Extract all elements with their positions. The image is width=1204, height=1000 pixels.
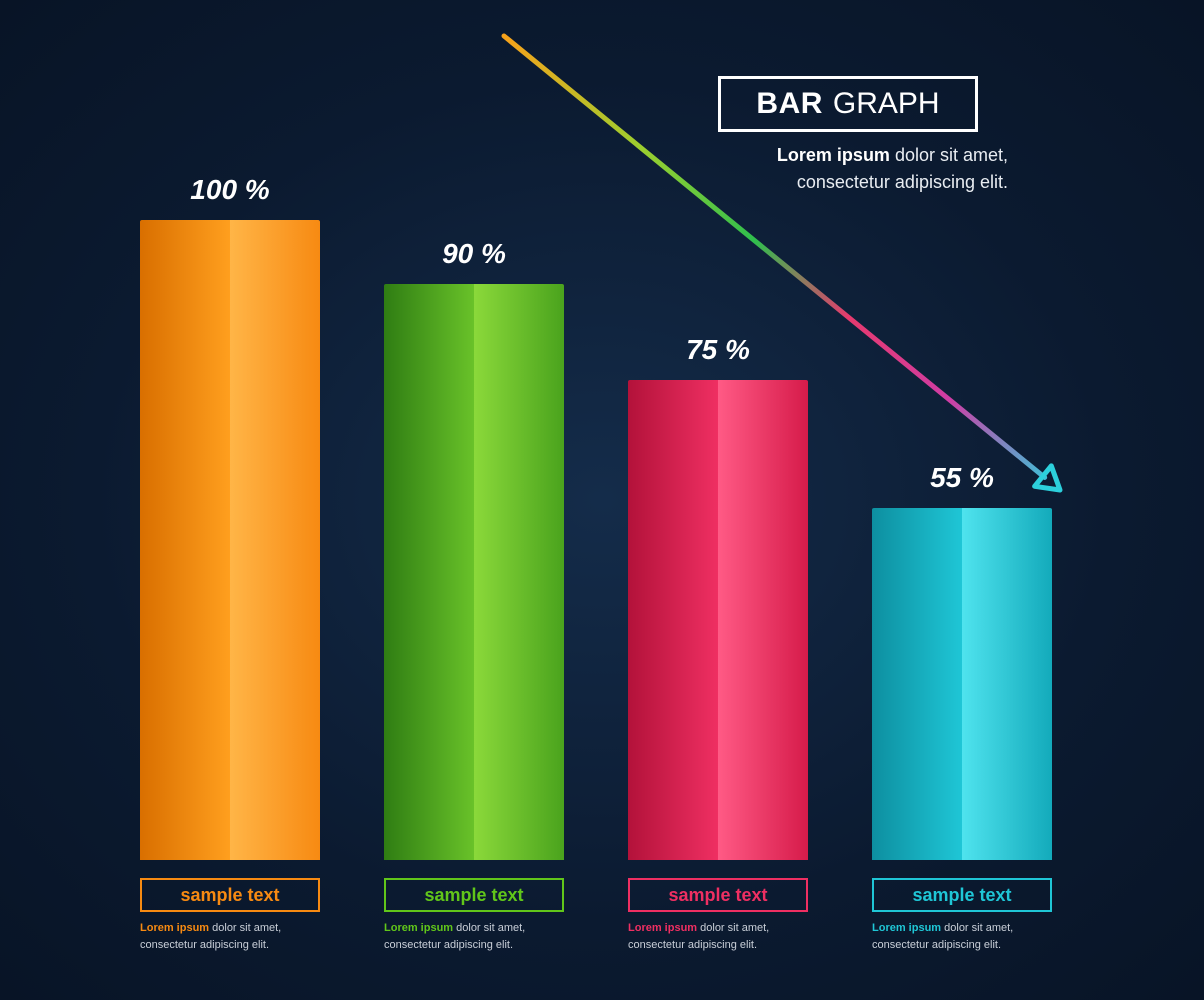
legend-label-box: sample text — [384, 878, 564, 912]
title-light: GRAPH — [833, 87, 940, 121]
bar-right-face — [718, 380, 808, 860]
legend-row: sample text Lorem ipsum dolor sit amet, c… — [140, 878, 1080, 953]
legend-label-box: sample text — [872, 878, 1052, 912]
legend-col-1: sample text Lorem ipsum dolor sit amet, c… — [384, 878, 564, 953]
bar — [628, 380, 808, 860]
bar-chart: 100 % 90 % 75 % 55 % — [140, 170, 1080, 860]
legend-col-3: sample text Lorem ipsum dolor sit amet, c… — [872, 878, 1052, 953]
bar-left-face — [872, 508, 962, 860]
legend-desc: Lorem ipsum dolor sit amet, consectetur … — [140, 920, 320, 953]
bars-row: 100 % 90 % 75 % 55 % — [140, 170, 1080, 860]
bar-value-label: 100 % — [190, 174, 269, 206]
bar-right-face — [962, 508, 1052, 860]
bar-right-face — [474, 284, 564, 860]
bar-col-2: 75 % — [628, 334, 808, 860]
bar-value-label: 90 % — [442, 238, 506, 270]
subtitle-lead: Lorem ipsum — [777, 145, 890, 165]
title-box: BAR GRAPH — [718, 76, 978, 132]
bar-left-face — [140, 220, 230, 860]
bar-left-face — [384, 284, 474, 860]
bar-col-0: 100 % — [140, 174, 320, 860]
bar-left-face — [628, 380, 718, 860]
bar-right-face — [230, 220, 320, 860]
bar-value-label: 75 % — [686, 334, 750, 366]
legend-col-0: sample text Lorem ipsum dolor sit amet, c… — [140, 878, 320, 953]
bar — [384, 284, 564, 860]
bar-col-1: 90 % — [384, 238, 564, 860]
legend-col-2: sample text Lorem ipsum dolor sit amet, c… — [628, 878, 808, 953]
legend-desc: Lorem ipsum dolor sit amet, consectetur … — [872, 920, 1052, 953]
bar-col-3: 55 % — [872, 462, 1052, 860]
title-bold: BAR — [756, 87, 823, 121]
legend-label-box: sample text — [628, 878, 808, 912]
bar — [872, 508, 1052, 860]
bar — [140, 220, 320, 860]
legend-desc: Lorem ipsum dolor sit amet, consectetur … — [628, 920, 808, 953]
legend-desc: Lorem ipsum dolor sit amet, consectetur … — [384, 920, 564, 953]
infographic-stage: BAR GRAPH Lorem ipsum dolor sit amet, co… — [0, 0, 1204, 1000]
legend-label-box: sample text — [140, 878, 320, 912]
bar-value-label: 55 % — [930, 462, 994, 494]
